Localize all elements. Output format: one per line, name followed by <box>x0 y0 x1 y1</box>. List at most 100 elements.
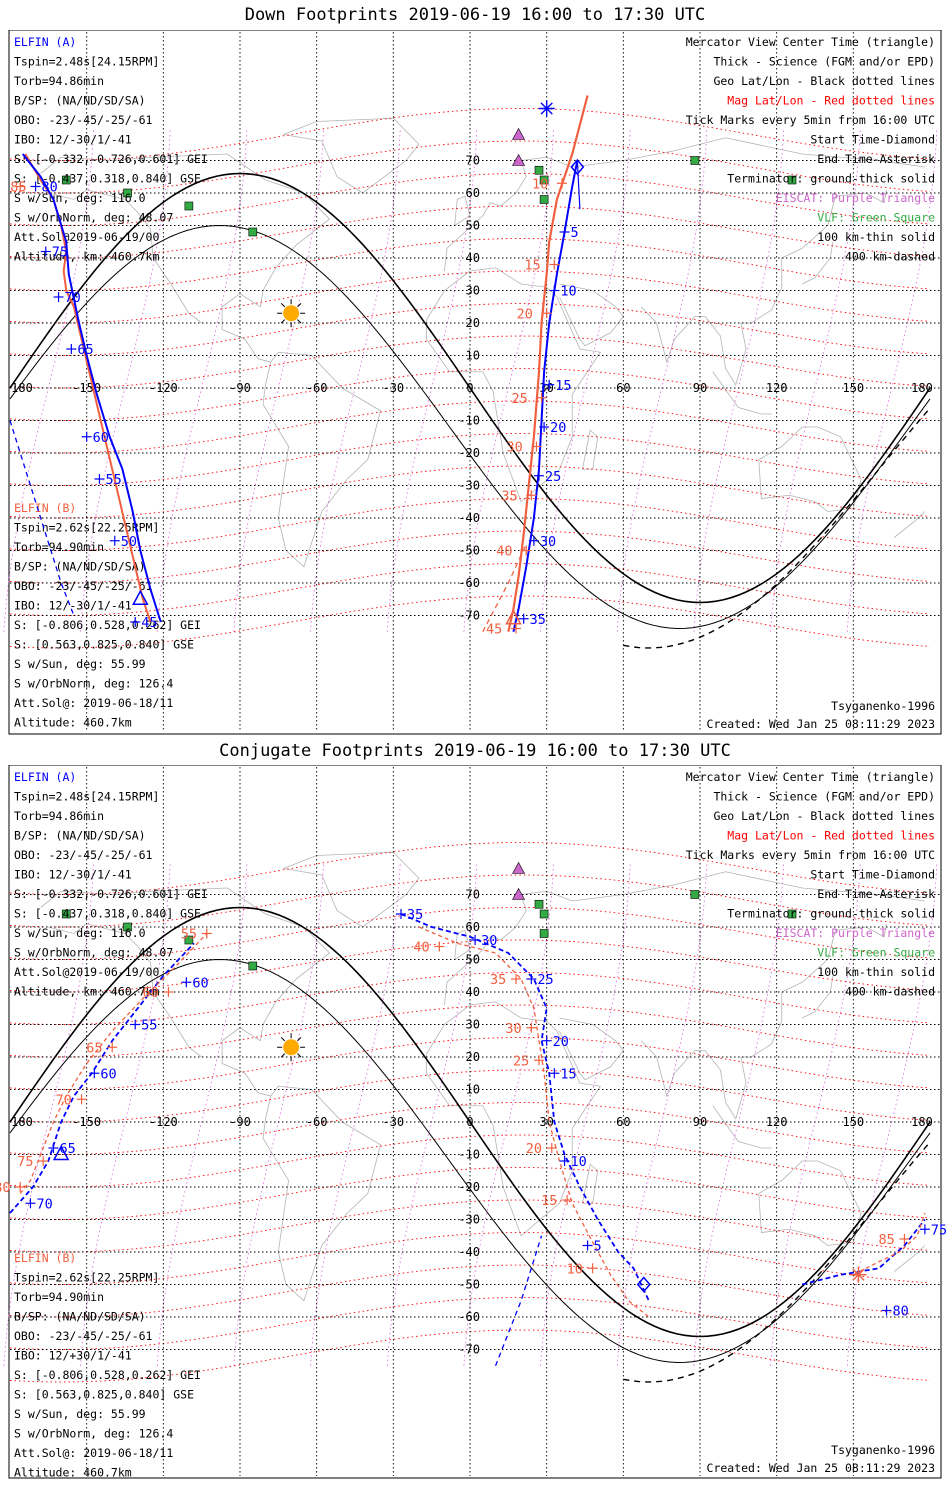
coastline <box>454 929 471 960</box>
info-line: Start Time-Diamond <box>810 868 935 882</box>
track-time-label: 40 <box>496 544 512 560</box>
info-line: Mercator View Center Time (triangle) <box>686 770 935 784</box>
track-time-label: 10 <box>571 1154 587 1170</box>
coastline <box>559 283 624 347</box>
elfin-b-track <box>853 1212 926 1276</box>
coastline <box>40 153 382 568</box>
info-line: Torb=94.90min <box>14 1290 104 1304</box>
sun-ray <box>297 1053 302 1058</box>
info-line: S: [-0.437,0.318,0.840] GSE <box>14 172 201 186</box>
vlf-square-icon <box>61 175 71 185</box>
info-line: Altitude, km: 460.7km <box>14 250 159 264</box>
info-line: Att.Sol@: 2019-06-18/11 <box>14 1446 173 1460</box>
track-time-label: 20 <box>526 1141 542 1157</box>
coastline <box>802 241 834 285</box>
track-time-label: 5 <box>594 1239 602 1255</box>
track-time-label: 45 <box>486 622 502 638</box>
mag-lon-line <box>386 127 478 632</box>
info-line: Altitude: 460.7km <box>14 1466 132 1480</box>
vlf-square-icon <box>123 922 132 932</box>
lat-tick-label: -50 <box>458 1278 480 1292</box>
track-time-label: 15 <box>555 378 571 394</box>
info-line: VLF: Green Square <box>817 946 935 960</box>
lat-tick-label: 30 <box>466 1018 480 1032</box>
terminator-100km <box>9 225 931 629</box>
info-line: Torb=94.86min <box>14 809 104 823</box>
lon-tick-label: 150 <box>842 1115 864 1129</box>
mag-lon-line <box>846 127 938 632</box>
created-label: Created: Wed Jan 25 08:11:29 2023 <box>707 1461 936 1475</box>
info-line: B/SP: (NA/ND/SD/SA) <box>14 829 146 843</box>
track-time-label: 55 <box>181 927 197 943</box>
info-line: S w/OrbNorm, deg: 48.07 <box>14 946 173 960</box>
lon-tick-label: -90 <box>229 381 251 395</box>
sun-ray <box>280 1053 286 1058</box>
end-asterisk-icon <box>540 102 553 115</box>
info-line: Tspin=2.62s[22.25RPM] <box>14 1271 159 1285</box>
track-time-label: 20 <box>517 306 533 322</box>
mag-lat-line <box>9 907 931 960</box>
lon-tick-label: -30 <box>382 1115 404 1129</box>
info-line: OBO: -23/-45/-25/-61 <box>14 579 153 593</box>
info-line: IBO: 12/+30/1/-41 <box>14 1349 132 1363</box>
conjugate-footprints-map: 180 -150 -120 -90 -60 -30 0 30 60 90 120 150 1807060… <box>0 765 947 1480</box>
model-label: Tsyganenko-1996 <box>831 1443 935 1457</box>
info-line: Start Time-Diamond <box>810 133 935 147</box>
track-time-label: 45 <box>141 615 157 631</box>
track-time-label: 65 <box>77 342 93 358</box>
vlf-square-icon <box>539 929 549 938</box>
info-line: B/SP: (NA/ND/SD/SA) <box>14 560 146 574</box>
info-line: Att.Sol@2019-06-19/00 <box>14 230 159 244</box>
lat-tick-label: -40 <box>458 1245 480 1259</box>
elfin-a-track <box>9 942 195 1214</box>
info-line: 400 km-dashed <box>845 250 935 264</box>
info-line: S w/OrbNorm, deg: 126.4 <box>14 1427 173 1441</box>
lat-tick-label: 60 <box>466 186 480 200</box>
coastline <box>758 426 862 512</box>
info-line: Altitude, km: 460.7km <box>14 985 159 999</box>
track-time-label: 85 <box>10 180 26 196</box>
info-line: Tspin=2.62s[22.25RPM] <box>14 521 159 535</box>
track-time-label: 15 <box>524 258 540 274</box>
track-time-label: 65 <box>59 1141 75 1157</box>
info-line: ELFIN (B) <box>14 501 76 515</box>
coastline <box>802 975 834 1019</box>
info-line: S: [-0.806,0.528,0.262] GEI <box>14 618 201 632</box>
mag-lat-line <box>9 1264 931 1318</box>
track-time-label: 60 <box>142 985 158 1001</box>
track-time-label: 5 <box>571 225 579 241</box>
lat-tick-label: 50 <box>466 219 480 233</box>
track-time-label: 85 <box>878 1232 894 1248</box>
lon-tick-label: -60 <box>306 1115 328 1129</box>
center-triangle-icon <box>52 1144 70 1161</box>
track-time-label: 25 <box>537 972 553 988</box>
mag-lon-line <box>616 127 708 632</box>
info-line: Geo Lat/Lon - Black dotted lines <box>713 809 935 823</box>
info-line: Att.Sol@2019-06-19/00 <box>14 965 159 979</box>
info-line: Tick Marks every 5min from 16:00 UTC <box>686 113 935 127</box>
vlf-square-icon <box>184 201 194 211</box>
track-time-label: 30 <box>481 933 497 949</box>
mag-lat-line <box>9 1134 931 1188</box>
vlf-square-icon <box>534 899 544 909</box>
elfin-b-track <box>418 926 650 1318</box>
lon-tick-label: 150 <box>842 381 864 395</box>
eiscat-triangle-icon <box>512 861 526 874</box>
lat-tick-label: -50 <box>458 544 480 558</box>
lat-tick-label: -30 <box>458 479 480 493</box>
info-line: ELFIN (A) <box>14 35 76 49</box>
track-time-label: 20 <box>553 1034 569 1050</box>
info-line: B/SP: (NA/ND/SD/SA) <box>14 94 146 108</box>
lon-tick-label: 60 <box>616 381 630 395</box>
down-footprints-map: 180 -150 -120 -90 -60 -30 0 30 60 90 120 150 1807060… <box>3 30 942 735</box>
track-time-label: 40 <box>413 940 429 956</box>
track-time-label: 35 <box>490 972 506 988</box>
vlf-square-icon <box>123 188 132 198</box>
sun-icon <box>283 1039 300 1056</box>
info-line: S: [-0.437,0.318,0.840] GSE <box>14 907 201 921</box>
coastline <box>40 887 382 1302</box>
info-line: EISCAT: Purple Triangle <box>776 926 935 940</box>
lat-tick-label: 40 <box>466 251 480 265</box>
info-line: Tspin=2.48s[24.15RPM] <box>14 790 159 804</box>
lon-tick-label: 180 <box>11 381 33 395</box>
